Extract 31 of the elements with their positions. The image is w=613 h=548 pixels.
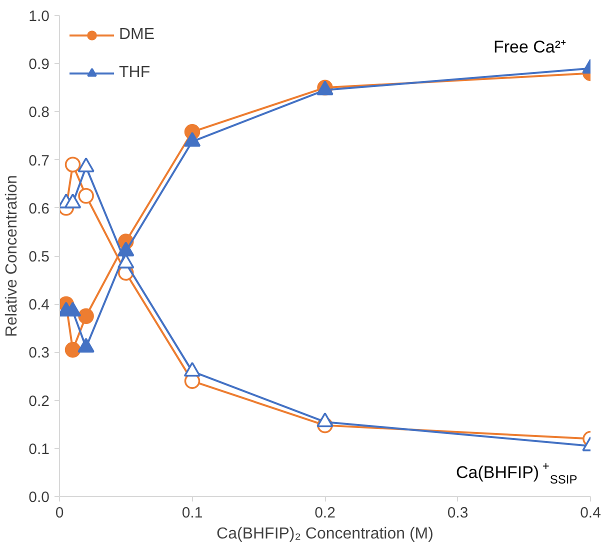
x-tick-label: 0.2 [314,504,336,522]
y-tick-label: 1.0 [28,8,50,25]
point [78,188,94,204]
point [78,338,94,353]
point [78,157,94,172]
annotation: Ca(BHFIP)+SSIP [456,458,578,486]
legend-label: THF [119,64,150,82]
y-tick-label: 0.5 [28,248,50,266]
annotation: Free Ca²⁺ [493,37,567,56]
y-axis-title: Relative Concentration [4,175,21,337]
point [64,194,82,208]
y-tick-label: 0.6 [28,200,50,218]
x-tick-label: 0.4 [580,504,601,522]
x-tick-label: 0 [55,504,64,522]
y-tick-label: 0.2 [28,392,50,410]
y-tick-label: 0.9 [28,56,50,74]
x-tick-label: 0.1 [182,504,203,522]
y-tick-label: 0.0 [28,489,50,506]
point [64,342,81,358]
point [78,308,94,324]
x-axis-title: Ca(BHFIP)₂ Concentration (M) [216,526,434,542]
y-tick-label: 0.8 [28,104,50,122]
y-tick-label: 0.4 [28,296,50,314]
x-tick-label: 0.3 [447,504,468,522]
legend-label: DME [119,26,155,44]
point [64,156,81,172]
y-tick-label: 0.3 [28,344,50,362]
point [184,132,201,147]
y-tick-label: 0.7 [28,152,50,170]
y-tick-label: 0.1 [28,440,50,458]
point [184,362,201,377]
